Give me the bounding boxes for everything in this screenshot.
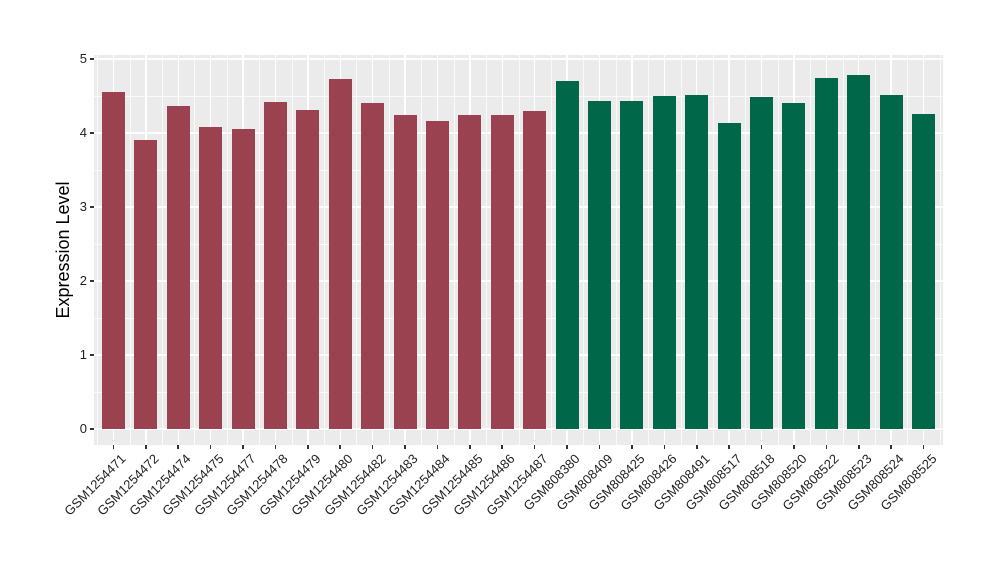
y-tick-label: 3	[79, 199, 87, 214]
minor-gridline-vertical	[486, 55, 487, 445]
bar	[717, 122, 741, 429]
x-axis-tick	[890, 445, 892, 449]
x-axis-tick	[793, 445, 795, 449]
x-axis-tick	[663, 445, 666, 449]
minor-gridline-vertical	[550, 55, 552, 445]
x-axis-tick	[436, 445, 439, 449]
x-axis-tick	[760, 445, 763, 449]
minor-gridline-vertical	[874, 55, 876, 445]
minor-gridline-vertical	[291, 55, 293, 445]
x-axis-tick	[566, 445, 568, 449]
minor-gridline-vertical	[680, 55, 682, 445]
bar	[814, 77, 838, 429]
x-axis-tick	[922, 445, 925, 449]
minor-gridline-vertical	[194, 55, 196, 445]
plot-panel	[94, 55, 943, 445]
minor-gridline-vertical	[777, 55, 779, 445]
bar	[328, 78, 352, 429]
minor-gridline-vertical	[324, 55, 325, 445]
minor-gridline-vertical	[226, 55, 228, 445]
bar	[652, 96, 676, 429]
x-axis-tick	[825, 445, 828, 449]
bar	[912, 113, 936, 429]
y-axis-title: Expression Level	[53, 181, 73, 319]
minor-gridline-vertical	[129, 55, 131, 445]
minor-gridline-vertical	[453, 55, 455, 445]
y-axis-tick	[90, 206, 94, 208]
y-tick-label: 5	[79, 51, 87, 66]
minor-gridline-vertical	[712, 55, 714, 445]
x-axis-tick	[404, 445, 406, 449]
x-axis-tick	[242, 445, 244, 449]
x-axis-tick	[695, 445, 698, 449]
minor-gridline-vertical	[939, 55, 941, 445]
bar	[620, 101, 644, 429]
bar	[166, 106, 190, 429]
bar	[555, 81, 579, 429]
bar	[231, 129, 255, 429]
y-tick-label: 0	[79, 421, 87, 436]
bar	[490, 115, 514, 429]
y-axis-tick	[90, 280, 94, 282]
bar	[588, 101, 611, 429]
bar	[361, 103, 385, 429]
x-axis-tick	[501, 445, 504, 449]
minor-gridline-vertical	[259, 55, 261, 445]
x-axis-tick	[728, 445, 730, 449]
minor-gridline-vertical	[907, 55, 909, 445]
x-axis-tick	[274, 445, 277, 449]
bar	[263, 101, 287, 429]
bar	[685, 94, 709, 429]
y-axis-tick	[90, 354, 94, 356]
minor-gridline-vertical	[648, 55, 649, 445]
bar	[296, 110, 320, 429]
x-axis-tick	[112, 445, 115, 449]
bar	[523, 110, 547, 429]
minor-gridline-vertical	[162, 55, 163, 445]
x-axis-tick	[857, 445, 860, 449]
bar	[199, 127, 223, 429]
bar	[782, 102, 806, 429]
minor-gridline-vertical	[388, 55, 390, 445]
x-axis-tick	[469, 445, 471, 449]
minor-gridline-vertical	[97, 55, 99, 445]
minor-gridline-vertical	[421, 55, 423, 445]
x-axis-tick	[339, 445, 342, 449]
y-tick-label: 4	[79, 125, 87, 140]
x-axis-tick	[145, 445, 147, 449]
x-axis-tick	[209, 445, 212, 449]
x-axis-tick	[371, 445, 374, 449]
y-tick-label: 2	[79, 273, 87, 288]
minor-gridline-vertical	[583, 55, 585, 445]
bar	[101, 91, 125, 429]
minor-gridline-vertical	[615, 55, 617, 445]
minor-gridline-vertical	[518, 55, 520, 445]
bar	[393, 114, 417, 429]
x-axis-tick	[598, 445, 601, 449]
bar	[847, 75, 871, 429]
x-axis-tick	[533, 445, 536, 449]
y-tick-label: 1	[79, 347, 87, 362]
bar	[134, 139, 158, 429]
x-axis-tick	[177, 445, 180, 449]
minor-gridline-vertical	[810, 55, 811, 445]
minor-gridline-vertical	[842, 55, 844, 445]
minor-gridline-vertical	[356, 55, 358, 445]
bar	[879, 95, 903, 429]
bar	[750, 96, 774, 429]
x-axis-tick	[307, 445, 309, 449]
bar	[458, 115, 482, 429]
y-axis-tick	[90, 132, 94, 134]
minor-gridline-vertical	[745, 55, 747, 445]
y-axis-tick	[90, 58, 94, 60]
y-axis-tick	[90, 428, 94, 430]
x-axis-tick	[631, 445, 633, 449]
bar	[425, 121, 449, 429]
